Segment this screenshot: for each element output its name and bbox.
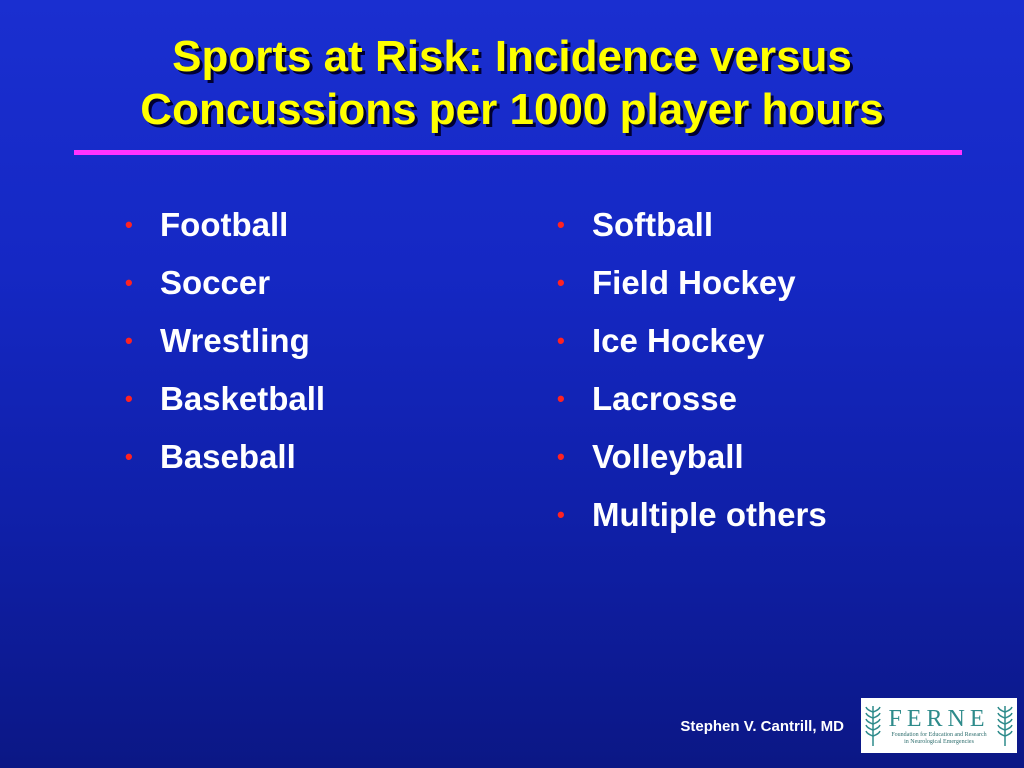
right-sports-list: • Softball • Field Hockey • Ice Hockey • Lac…	[557, 196, 827, 544]
list-item-label: Volleyball	[592, 438, 744, 475]
list-item-label: Basketball	[160, 380, 326, 417]
slide-title: Sports at Risk: Incidence versus Concuss…	[0, 30, 1024, 136]
bullet-icon: •	[125, 444, 133, 469]
list-item: • Softball	[557, 196, 827, 254]
list-item-label: Ice Hockey	[592, 322, 765, 359]
list-item: • Baseball	[125, 428, 325, 486]
bullet-icon: •	[557, 386, 565, 411]
list-item: • Wrestling	[125, 312, 325, 370]
left-sports-list: • Football • Soccer • Wrestling • Basketball…	[125, 196, 325, 486]
bullet-icon: •	[125, 386, 133, 411]
logo-text: FERNE Foundation for Education and Resea…	[881, 706, 997, 746]
logo-subtitle-2: in Neurological Emergencies	[904, 738, 974, 745]
list-item-label: Field Hockey	[592, 264, 796, 301]
list-item: • Ice Hockey	[557, 312, 827, 370]
list-item: • Field Hockey	[557, 254, 827, 312]
list-item: • Multiple others	[557, 486, 827, 544]
bullet-icon: •	[125, 270, 133, 295]
list-item: • Soccer	[125, 254, 325, 312]
bullet-icon: •	[557, 270, 565, 295]
list-item: • Volleyball	[557, 428, 827, 486]
leaf-icon	[997, 704, 1013, 748]
leaf-icon	[865, 704, 881, 748]
logo-subtitle-1: Foundation for Education and Research	[891, 731, 987, 738]
bullet-icon: •	[125, 212, 133, 237]
list-item-label: Football	[160, 206, 289, 243]
list-item-label: Soccer	[160, 264, 271, 301]
bullet-icon: •	[125, 328, 133, 353]
bullet-icon: •	[557, 328, 565, 353]
list-item: • Basketball	[125, 370, 325, 428]
ferne-logo: FERNE Foundation for Education and Resea…	[861, 698, 1017, 753]
list-item-label: Lacrosse	[592, 380, 737, 417]
list-item: • Lacrosse	[557, 370, 827, 428]
title-line-2: Concussions per 1000 player hours	[140, 85, 884, 134]
list-item: • Football	[125, 196, 325, 254]
list-item-label: Multiple others	[592, 496, 827, 533]
bullet-icon: •	[557, 444, 565, 469]
title-line-1: Sports at Risk: Incidence versus	[172, 32, 852, 81]
author-credit: Stephen V. Cantrill, MD	[680, 718, 844, 735]
bullet-icon: •	[557, 502, 565, 527]
list-item-label: Wrestling	[160, 322, 310, 359]
list-item-label: Softball	[592, 206, 713, 243]
list-item-label: Baseball	[160, 438, 296, 475]
logo-wordmark: FERNE	[888, 705, 990, 732]
title-divider	[74, 150, 962, 155]
bullet-icon: •	[557, 212, 565, 237]
